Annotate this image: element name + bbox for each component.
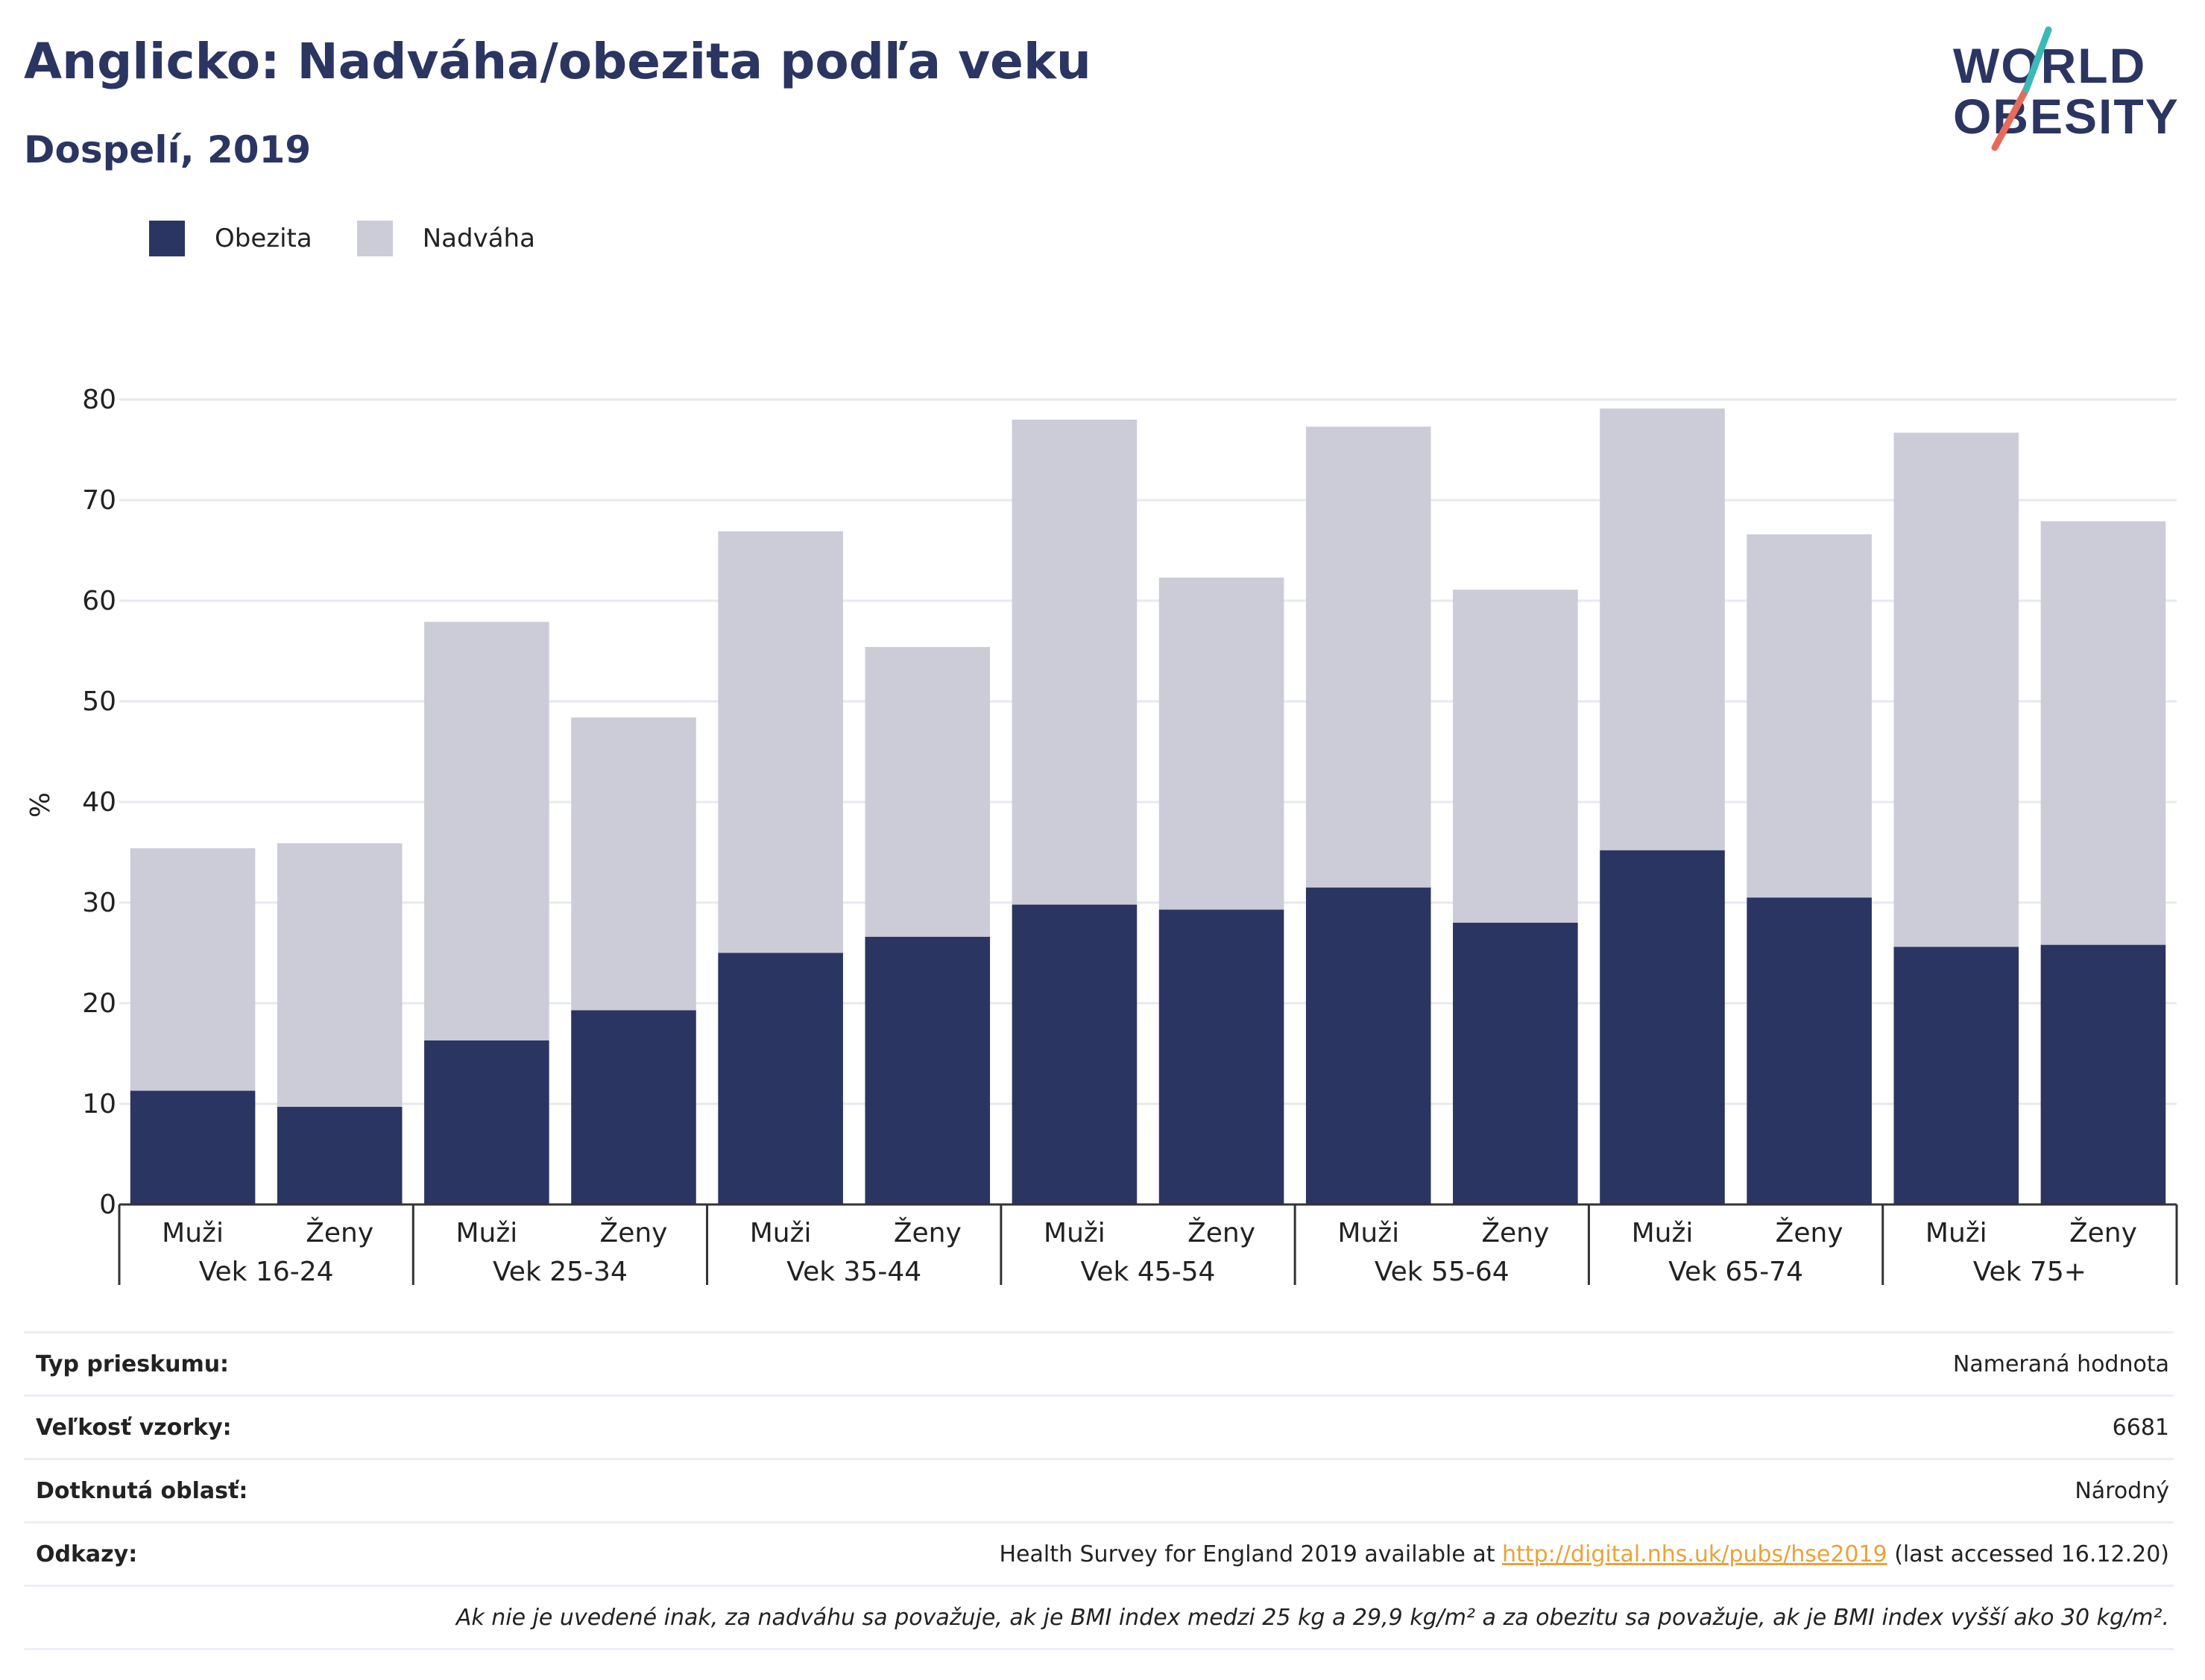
bar-overweight bbox=[2040, 521, 2166, 945]
x-subcategory-label: Muži bbox=[750, 1218, 812, 1248]
bar-chart: 0 10 20 30 40 50 60 70 80 Muži Ženy Muži Ženy Muži Žen… bbox=[25, 385, 2178, 1287]
info-row-sample-size: Veľkosť vzorky: 6681 bbox=[24, 1395, 2174, 1458]
chart-legend: Obezita Nadváha bbox=[149, 221, 580, 256]
references-value: Health Survey for England 2019 available… bbox=[999, 1541, 2174, 1567]
y-axis-label: % bbox=[25, 792, 56, 818]
x-subcategory-label: Muži bbox=[455, 1218, 517, 1248]
page-title: Anglicko: Nadváha/obezita podľa veku bbox=[24, 33, 1091, 90]
bar-obesity bbox=[277, 1107, 403, 1204]
info-row-references: Odkazy: Health Survey for England 2019 a… bbox=[24, 1521, 2174, 1585]
x-subcategory-label: Muži bbox=[1925, 1218, 1987, 1248]
info-value: Národný bbox=[2075, 1477, 2169, 1504]
y-tick-label: 0 bbox=[99, 1190, 116, 1220]
x-group-label: Vek 65-74 bbox=[1668, 1257, 1803, 1287]
y-tick-label: 60 bbox=[82, 586, 116, 616]
info-label: Odkazy: bbox=[36, 1541, 138, 1567]
legend-item-overweight: Nadváha bbox=[356, 221, 535, 256]
x-group-label: Vek 45-54 bbox=[1081, 1257, 1216, 1287]
bar-overweight bbox=[1747, 534, 1872, 898]
bar-obesity bbox=[1893, 947, 2019, 1204]
bar-obesity bbox=[1305, 887, 1431, 1204]
bar-obesity bbox=[2040, 944, 2166, 1204]
bar-obesity bbox=[865, 936, 991, 1204]
x-group-label: Vek 25-34 bbox=[493, 1257, 628, 1287]
x-subcategory-label: Muži bbox=[1632, 1218, 1694, 1248]
x-subcategory-label: Ženy bbox=[306, 1217, 373, 1248]
bar-obesity bbox=[1600, 850, 1725, 1204]
bar-obesity bbox=[718, 953, 843, 1204]
bar-obesity bbox=[1012, 904, 1138, 1204]
bar-overweight bbox=[424, 622, 549, 1040]
legend-label-obesity: Obezita bbox=[215, 224, 312, 253]
legend-item-obesity: Obezita bbox=[149, 221, 312, 256]
bar-overweight bbox=[1453, 590, 1578, 923]
bar-overweight bbox=[1893, 432, 2019, 947]
legend-swatch-obesity bbox=[149, 221, 185, 256]
info-value: 6681 bbox=[2112, 1414, 2169, 1441]
bar-obesity bbox=[1453, 923, 1578, 1204]
y-tick-label: 10 bbox=[82, 1089, 116, 1120]
x-subcategory-label: Muži bbox=[162, 1218, 224, 1248]
reference-link[interactable]: http://digital.nhs.uk/pubs/hse2019 bbox=[1502, 1541, 1887, 1567]
x-subcategory-label: Ženy bbox=[2069, 1217, 2137, 1248]
bar-overweight bbox=[1012, 420, 1138, 905]
x-group-label: Vek 35-44 bbox=[786, 1257, 921, 1287]
y-tick-label: 20 bbox=[82, 988, 116, 1019]
x-subcategory-label: Ženy bbox=[1776, 1217, 1843, 1248]
info-row-area: Dotknutá oblasť: Národný bbox=[24, 1458, 2174, 1521]
bar-overweight bbox=[130, 848, 256, 1091]
x-subcategory-label: Ženy bbox=[1187, 1217, 1255, 1248]
x-subcategory-label: Muži bbox=[1044, 1218, 1105, 1248]
logo-slash-icon bbox=[1991, 26, 2052, 151]
info-label: Typ prieskumu: bbox=[36, 1351, 230, 1377]
y-tick-label: 70 bbox=[82, 485, 116, 516]
x-subcategory-label: Ženy bbox=[1481, 1217, 1549, 1248]
bar-overweight bbox=[277, 843, 403, 1108]
bar-obesity bbox=[1158, 909, 1284, 1204]
y-tick-label: 40 bbox=[82, 787, 116, 818]
bar-obesity bbox=[571, 1010, 696, 1204]
bar-obesity bbox=[1747, 897, 1872, 1204]
axis-layer: 0 10 20 30 40 50 60 70 80 Muži Ženy Muži Ženy Muži Žen… bbox=[82, 385, 2178, 1287]
page-subtitle: Dospelí, 2019 bbox=[24, 128, 312, 171]
logo-text-line2: OBESITY bbox=[1953, 89, 2180, 144]
x-subcategory-label: Ženy bbox=[894, 1217, 962, 1248]
y-tick-label: 50 bbox=[82, 686, 116, 717]
y-tick-label: 80 bbox=[82, 385, 116, 415]
x-group-label: Vek 75+ bbox=[1973, 1257, 2086, 1287]
x-subcategory-label: Ženy bbox=[600, 1217, 668, 1248]
bmi-note: Ak nie je uvedené inak, za nadváhu sa po… bbox=[455, 1604, 2169, 1631]
info-label: Dotknutá oblasť: bbox=[36, 1477, 248, 1504]
bar-obesity bbox=[424, 1040, 549, 1204]
bar-obesity bbox=[130, 1090, 256, 1204]
references-suffix: (last accessed 16.12.20) bbox=[1887, 1541, 2169, 1567]
info-label: Veľkosť vzorky: bbox=[36, 1414, 232, 1441]
logo-text-line1: WORLD bbox=[1953, 38, 2147, 93]
world-obesity-logo: WORLD OBESITY bbox=[1938, 22, 2192, 157]
bar-overweight bbox=[718, 531, 843, 953]
bar-layer bbox=[130, 408, 2166, 1204]
info-table: Typ prieskumu: Nameraná hodnota Veľkosť … bbox=[24, 1331, 2174, 1650]
bar-overweight bbox=[865, 647, 991, 937]
bar-overweight bbox=[1158, 577, 1284, 910]
bar-overweight bbox=[1305, 426, 1431, 888]
y-tick-label: 30 bbox=[82, 888, 116, 918]
legend-swatch-overweight bbox=[356, 221, 393, 256]
x-group-label: Vek 55-64 bbox=[1375, 1257, 1510, 1287]
bar-overweight bbox=[1600, 408, 1725, 850]
x-subcategory-label: Muži bbox=[1337, 1218, 1399, 1248]
references-prefix: Health Survey for England 2019 available… bbox=[999, 1541, 1503, 1567]
info-row-survey-type: Typ prieskumu: Nameraná hodnota bbox=[24, 1331, 2174, 1395]
info-row-note: Ak nie je uvedené inak, za nadváhu sa po… bbox=[24, 1585, 2174, 1650]
legend-label-overweight: Nadváha bbox=[422, 224, 535, 253]
x-group-label: Vek 16-24 bbox=[199, 1257, 334, 1287]
bar-overweight bbox=[571, 717, 696, 1011]
info-value: Nameraná hodnota bbox=[1952, 1351, 2169, 1377]
